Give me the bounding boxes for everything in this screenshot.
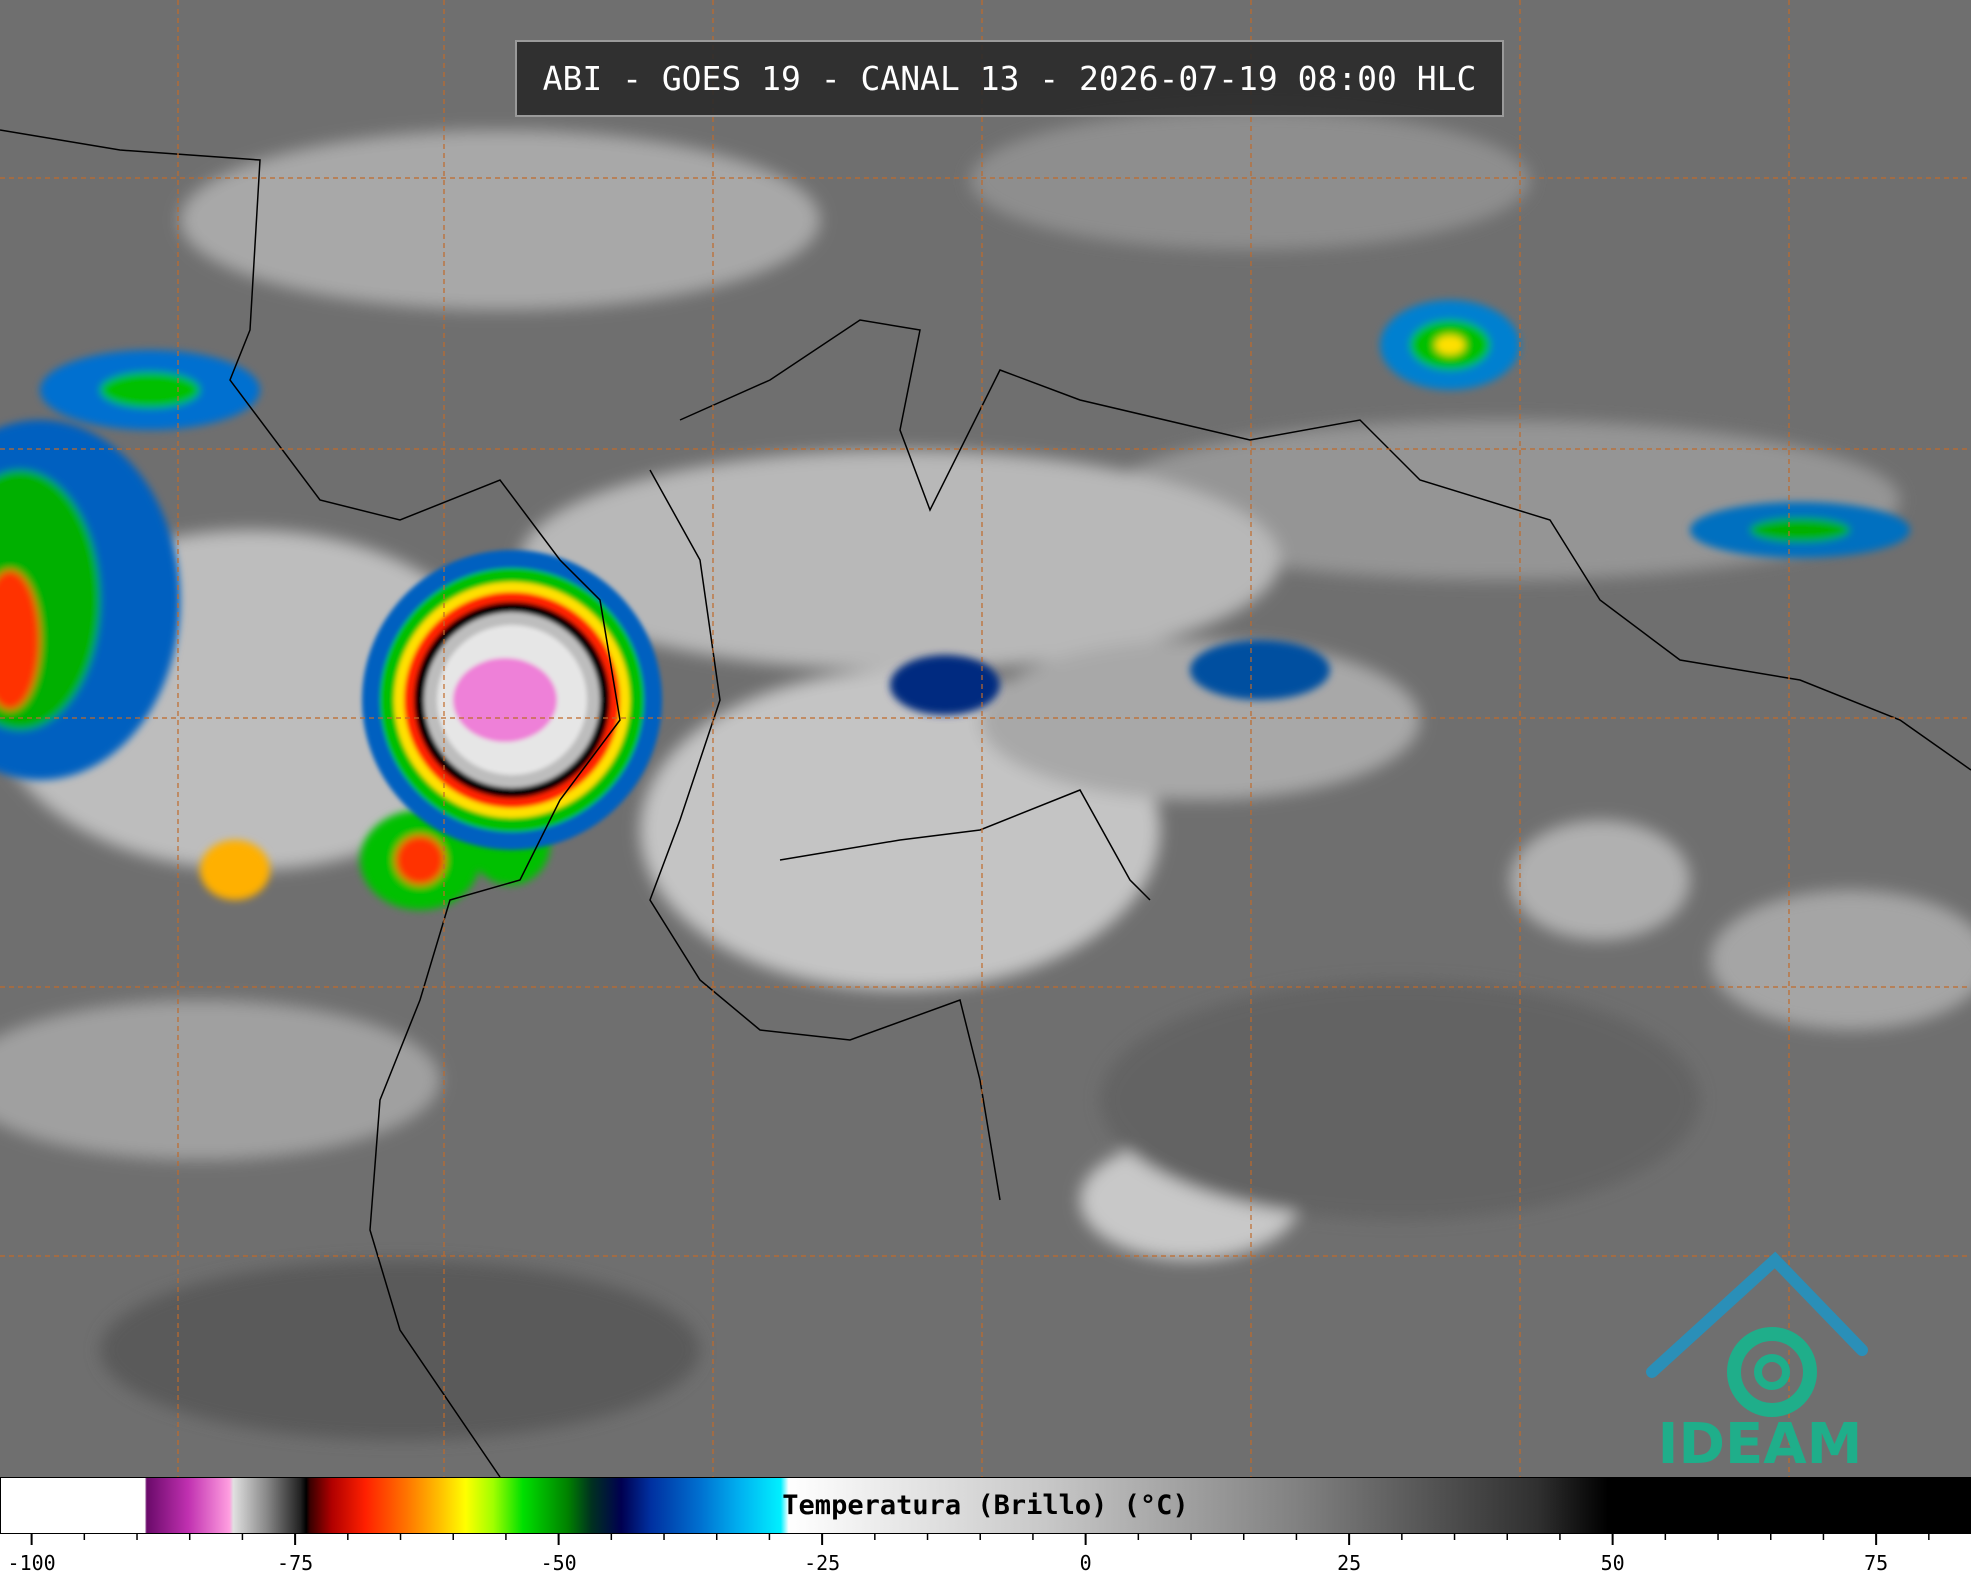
satellite-map [0,0,1971,1477]
coastlines [0,129,1971,1477]
colorbar [0,1477,1971,1534]
tick-label: -75 [277,1551,313,1575]
title: ABI - GOES 19 - CANAL 13 - 2026-07-19 08… [515,40,1504,117]
tick-label: 0 [1080,1551,1092,1575]
tick-label: -100 [8,1551,56,1575]
logo-mark [1646,1251,1868,1417]
tick-label: -25 [804,1551,840,1575]
graticule [0,0,1971,1477]
tick-label: 25 [1337,1551,1361,1575]
colorbar-label: Temperatura (Brillo) (°C) [782,1490,1189,1521]
colorbar-axis: -100 -75 -50 -25 0 25 50 75 [8,1534,1930,1575]
logo-text: IDEAM [1657,1412,1863,1477]
tick-label: -50 [541,1551,577,1575]
tick-label: 75 [1864,1551,1888,1575]
storm [362,550,662,850]
tick-label: 50 [1601,1551,1625,1575]
